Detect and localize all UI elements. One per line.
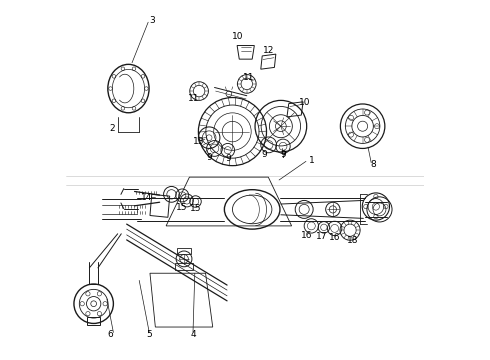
Text: 7: 7 [280, 152, 286, 161]
Text: 11: 11 [188, 94, 200, 103]
Text: 9: 9 [280, 150, 286, 159]
Text: 12: 12 [263, 46, 274, 55]
Text: 10: 10 [299, 98, 310, 107]
Text: 16: 16 [329, 233, 341, 242]
Text: 11: 11 [243, 73, 254, 82]
Text: 6: 6 [108, 330, 113, 339]
Text: 14: 14 [141, 193, 152, 202]
Text: 4: 4 [190, 330, 196, 339]
Text: 9: 9 [206, 153, 212, 162]
Text: 5: 5 [147, 330, 152, 339]
Text: 9: 9 [262, 150, 267, 159]
Text: 15: 15 [190, 204, 201, 213]
Text: 13: 13 [193, 137, 204, 146]
Text: 8: 8 [370, 160, 376, 169]
Text: 16: 16 [301, 231, 313, 240]
Text: 3: 3 [149, 16, 155, 25]
Bar [87, 318, 100, 324]
Text: 17: 17 [317, 232, 328, 241]
Text: 15: 15 [176, 203, 187, 212]
Bar [177, 248, 191, 254]
Text: 18: 18 [347, 237, 358, 246]
Text: 9: 9 [225, 154, 231, 163]
Bar [66, 176, 424, 185]
Bar [175, 263, 193, 270]
Text: 1: 1 [309, 156, 314, 165]
Text: 10: 10 [232, 32, 244, 41]
Text: 2: 2 [109, 123, 115, 132]
